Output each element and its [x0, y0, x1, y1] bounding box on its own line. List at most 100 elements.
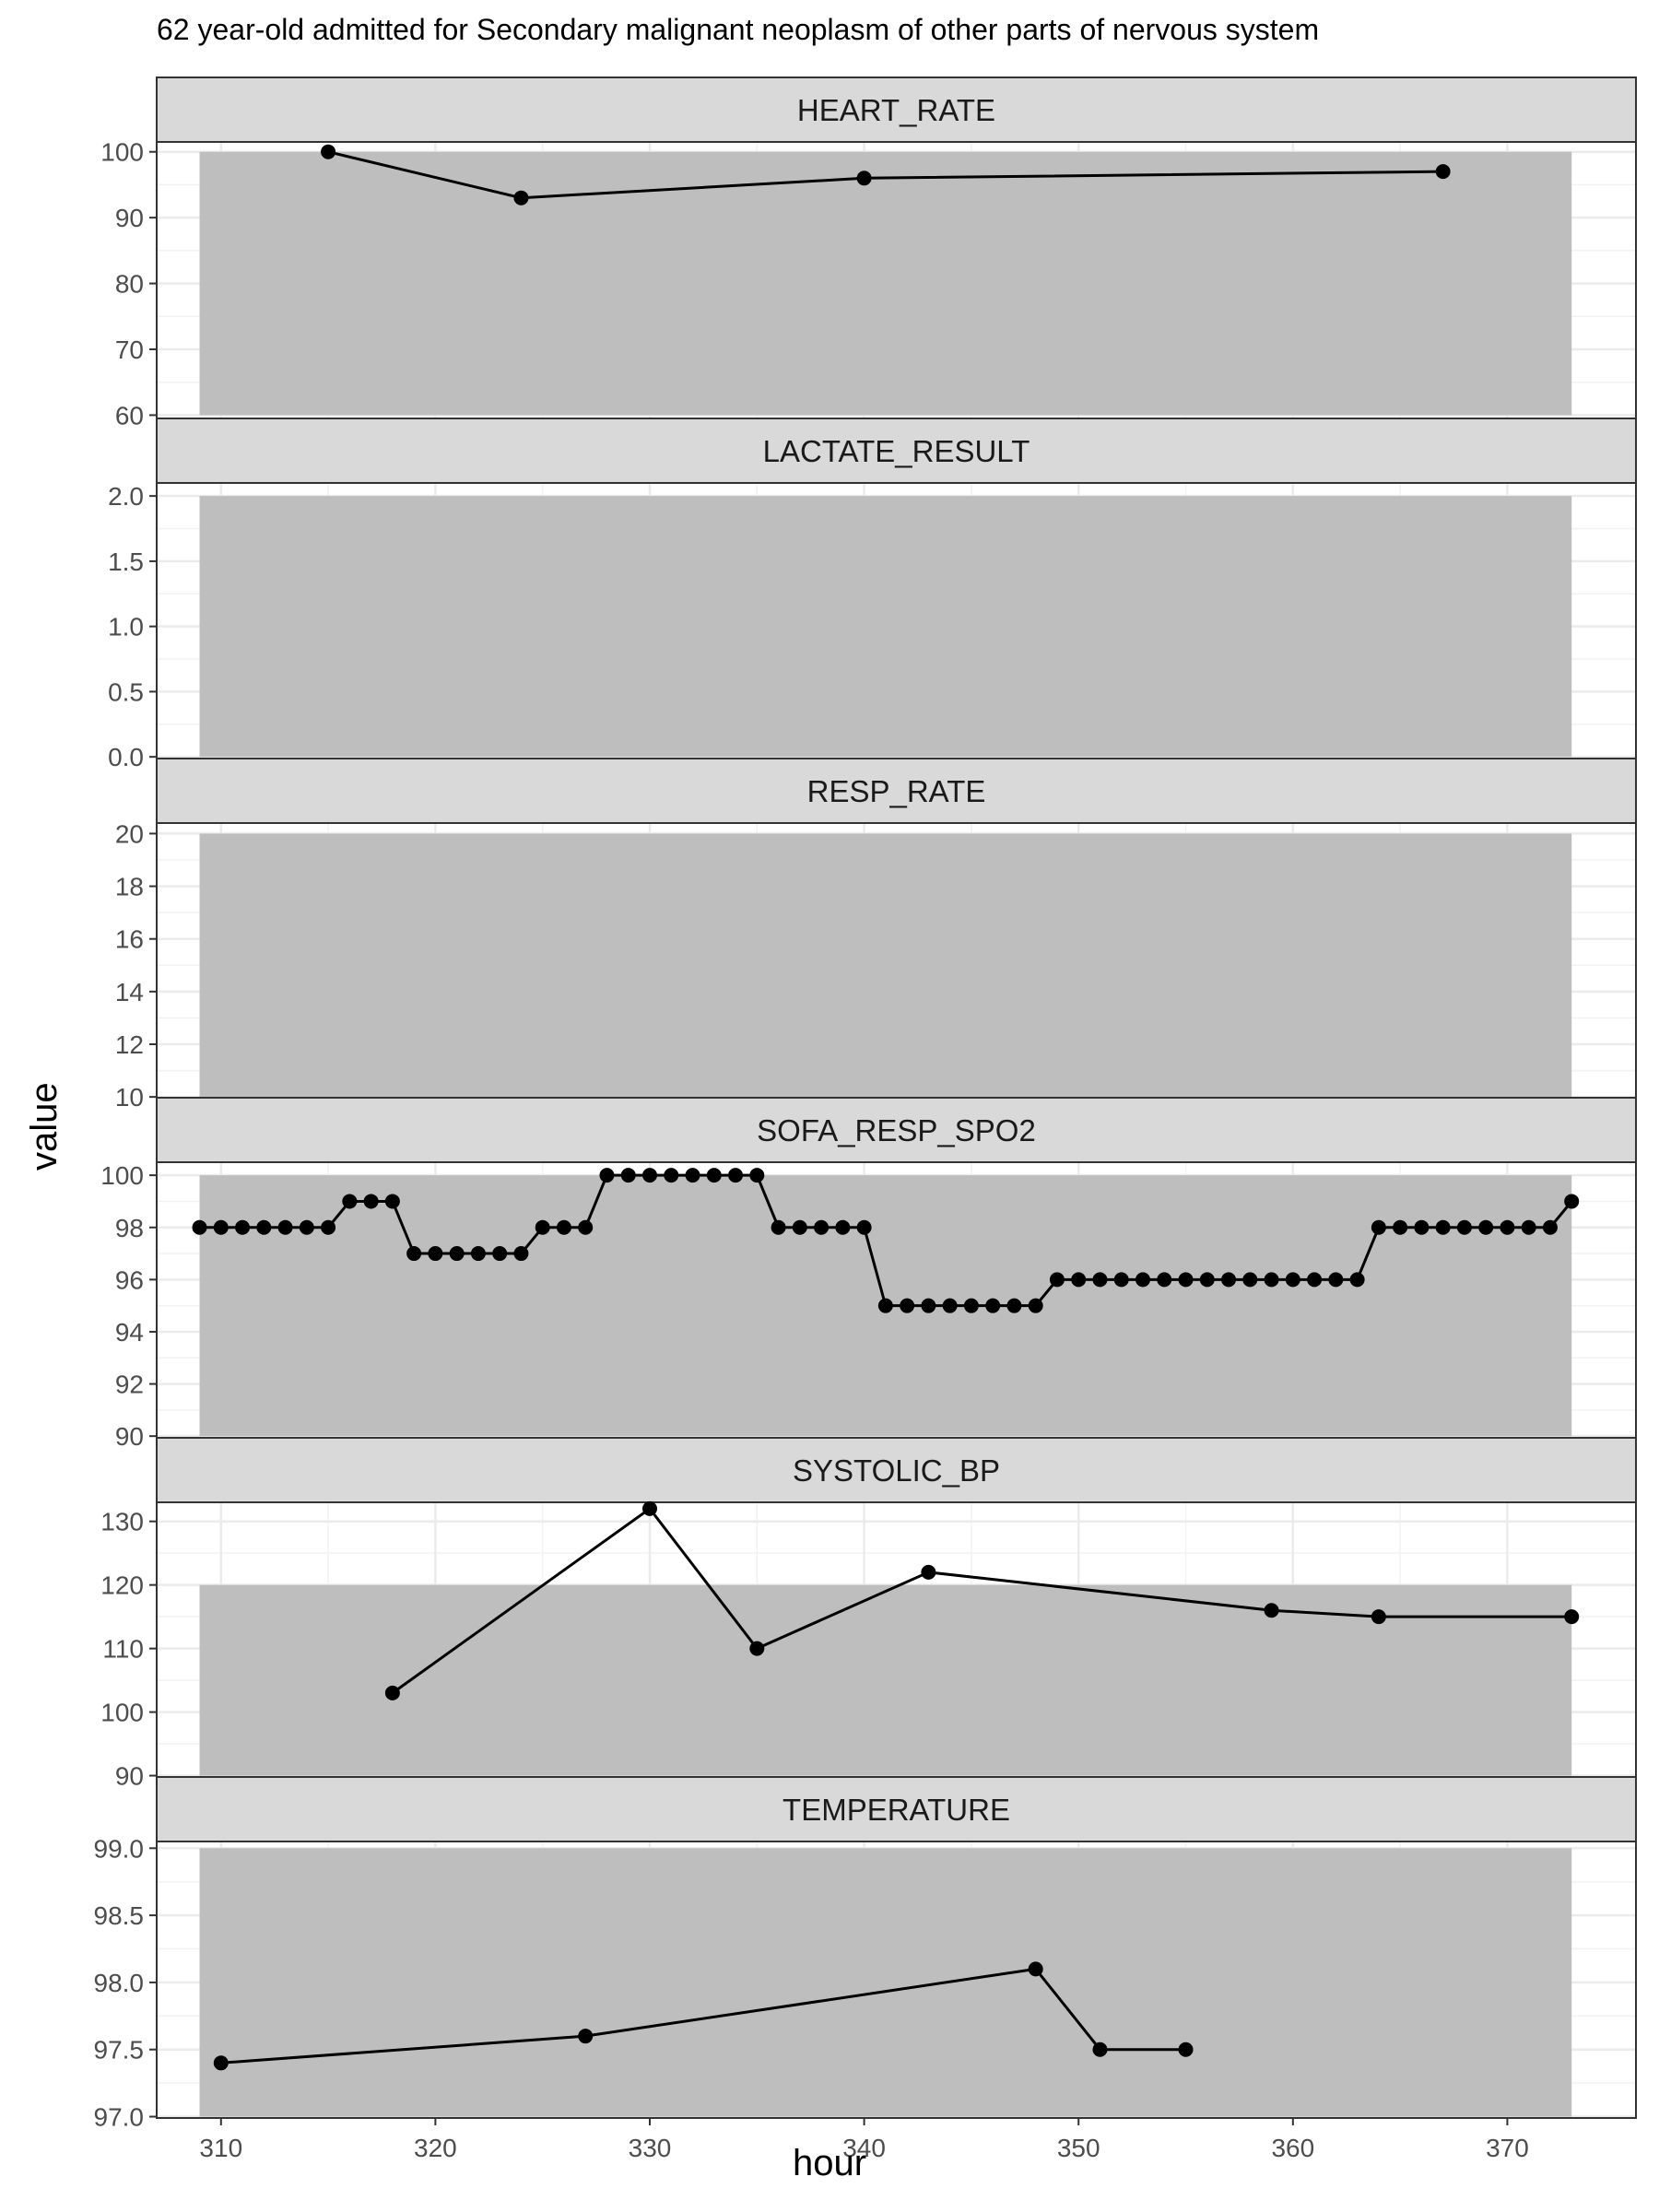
data-point-sofa-resp-spo2 — [1199, 1272, 1215, 1288]
data-point-sofa-resp-spo2 — [856, 1219, 872, 1235]
y-tick-label: 16 — [115, 925, 144, 954]
y-tick-label: 80 — [115, 270, 144, 299]
data-point-sofa-resp-spo2 — [1349, 1272, 1365, 1288]
data-point-temperature — [213, 2055, 229, 2071]
data-point-sofa-resp-spo2 — [1113, 1272, 1129, 1288]
data-point-sofa-resp-spo2 — [1456, 1219, 1472, 1235]
data-point-sofa-resp-spo2 — [599, 1168, 615, 1183]
normal-range-band — [199, 833, 1572, 1098]
data-point-sofa-resp-spo2 — [406, 1246, 422, 1262]
data-point-sofa-resp-spo2 — [1521, 1219, 1536, 1235]
data-point-sofa-resp-spo2 — [384, 1194, 400, 1209]
y-tick-label: 97.5 — [94, 2036, 145, 2065]
strip-heart-rate — [156, 76, 1637, 143]
normal-range-band — [199, 496, 1572, 758]
data-point-sofa-resp-spo2 — [256, 1219, 272, 1235]
y-tick-label: 98.5 — [94, 1901, 145, 1930]
chart-title: 62 year-old admitted for Secondary malig… — [157, 13, 1320, 46]
data-point-sofa-resp-spo2 — [1242, 1272, 1258, 1288]
data-point-sofa-resp-spo2 — [664, 1168, 679, 1183]
y-tick-label: 90 — [115, 204, 144, 232]
data-point-sofa-resp-spo2 — [728, 1168, 744, 1183]
data-point-sofa-resp-spo2 — [1500, 1219, 1515, 1235]
y-tick-label: 90 — [115, 1762, 144, 1791]
data-point-sofa-resp-spo2 — [900, 1298, 915, 1313]
data-point-sofa-resp-spo2 — [706, 1168, 722, 1183]
data-point-sofa-resp-spo2 — [642, 1168, 657, 1183]
data-point-sofa-resp-spo2 — [1435, 1219, 1451, 1235]
y-tick-label: 98.0 — [94, 1969, 145, 1997]
data-point-sofa-resp-spo2 — [1221, 1272, 1237, 1288]
data-point-sofa-resp-spo2 — [877, 1298, 893, 1313]
strip-label-systolic-bp: SYSTOLIC_BP — [793, 1453, 1000, 1488]
data-point-sofa-resp-spo2 — [192, 1219, 207, 1235]
data-point-sofa-resp-spo2 — [1285, 1272, 1300, 1288]
data-point-sofa-resp-spo2 — [921, 1298, 936, 1313]
data-point-systolic-bp — [921, 1564, 936, 1580]
y-tick-label: 12 — [115, 1030, 144, 1059]
data-point-sofa-resp-spo2 — [1307, 1272, 1323, 1288]
data-point-sofa-resp-spo2 — [1414, 1219, 1430, 1235]
data-point-sofa-resp-spo2 — [277, 1219, 293, 1235]
x-tick-label: 370 — [1486, 2134, 1529, 2162]
data-point-heart-rate — [321, 144, 336, 159]
y-tick-label: 94 — [115, 1318, 144, 1347]
data-point-heart-rate — [856, 171, 872, 186]
y-tick-label: 90 — [115, 1422, 144, 1451]
x-tick-label: 330 — [629, 2134, 672, 2162]
data-point-sofa-resp-spo2 — [792, 1219, 807, 1235]
y-tick-label: 110 — [102, 1635, 144, 1664]
y-tick-label: 100 — [100, 1161, 144, 1190]
data-point-sofa-resp-spo2 — [470, 1246, 486, 1262]
normal-range-band — [199, 151, 1572, 416]
data-point-sofa-resp-spo2 — [213, 1219, 229, 1235]
data-point-sofa-resp-spo2 — [299, 1219, 314, 1235]
data-point-sofa-resp-spo2 — [535, 1219, 550, 1235]
data-point-sofa-resp-spo2 — [428, 1246, 443, 1262]
strip-label-sofa-resp-spo2: SOFA_RESP_SPO2 — [757, 1113, 1036, 1147]
data-point-heart-rate — [1435, 164, 1451, 180]
data-point-sofa-resp-spo2 — [513, 1246, 529, 1262]
data-point-sofa-resp-spo2 — [749, 1168, 765, 1183]
data-point-sofa-resp-spo2 — [620, 1168, 636, 1183]
data-point-sofa-resp-spo2 — [685, 1168, 700, 1183]
y-tick-label: 92 — [115, 1371, 144, 1399]
x-axis-label: hour — [792, 2143, 867, 2183]
data-point-sofa-resp-spo2 — [342, 1194, 358, 1209]
data-point-systolic-bp — [1371, 1609, 1386, 1625]
y-axis-label: value — [24, 1082, 65, 1171]
data-point-sofa-resp-spo2 — [1478, 1219, 1494, 1235]
data-point-sofa-resp-spo2 — [321, 1219, 336, 1235]
y-tick-label: 120 — [100, 1571, 144, 1600]
data-point-sofa-resp-spo2 — [1328, 1272, 1344, 1288]
data-point-systolic-bp — [1264, 1603, 1279, 1618]
data-point-temperature — [1028, 1961, 1043, 1977]
x-tick-label: 350 — [1057, 2134, 1100, 2162]
y-tick-label: 96 — [115, 1265, 144, 1294]
y-tick-label: 99.0 — [94, 1834, 145, 1863]
y-tick-label: 60 — [115, 401, 144, 429]
data-point-sofa-resp-spo2 — [1178, 1272, 1194, 1288]
data-point-heart-rate — [513, 190, 529, 206]
series-line-heart-rate — [327, 150, 1443, 200]
y-tick-label: 14 — [115, 978, 144, 1006]
y-tick-label: 10 — [115, 1083, 144, 1112]
strip-label-heart-rate: HEART_RATE — [797, 93, 995, 127]
y-tick-label: 97.0 — [94, 2103, 145, 2132]
data-point-sofa-resp-spo2 — [1542, 1219, 1558, 1235]
x-tick-label: 320 — [414, 2134, 457, 2162]
panel-border — [156, 1841, 1637, 2119]
data-point-sofa-resp-spo2 — [814, 1219, 830, 1235]
y-tick-label: 2.0 — [108, 482, 144, 511]
strip-label-lactate-result: LACTATE_RESULT — [763, 434, 1030, 468]
data-point-sofa-resp-spo2 — [1071, 1272, 1087, 1288]
data-point-sofa-resp-spo2 — [1006, 1298, 1022, 1313]
data-point-sofa-resp-spo2 — [235, 1219, 251, 1235]
data-point-sofa-resp-spo2 — [1564, 1194, 1580, 1209]
x-tick-label: 360 — [1271, 2134, 1314, 2162]
data-point-sofa-resp-spo2 — [963, 1298, 979, 1313]
data-point-systolic-bp — [1564, 1609, 1580, 1625]
y-tick-label: 20 — [115, 819, 144, 848]
data-point-systolic-bp — [642, 1500, 657, 1516]
y-tick-label: 70 — [115, 335, 144, 364]
